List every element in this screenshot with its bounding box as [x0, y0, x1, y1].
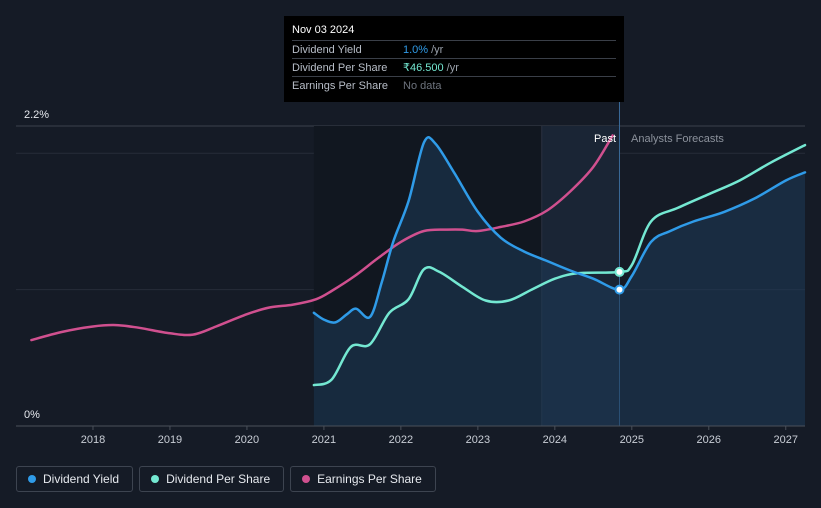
x-tick-label: 2024 — [543, 434, 567, 446]
legend-label: Earnings Per Share — [317, 472, 422, 486]
legend: Dividend Yield Dividend Per Share Earnin… — [16, 466, 436, 492]
series-line-dividend-per-share — [312, 143, 807, 387]
tooltip-row-earnings-per-share: Earnings Per Share No data — [292, 76, 616, 94]
marker-dividend-per-share — [614, 266, 625, 277]
legend-dot-icon — [151, 475, 160, 483]
legend-item-earnings-per-share[interactable]: Earnings Per Share — [290, 466, 436, 492]
x-tick-label: 2027 — [774, 434, 798, 446]
legend-item-dividend-per-share[interactable]: Dividend Per Share — [139, 466, 285, 492]
x-tick-label: 2019 — [158, 434, 182, 446]
dividend-yield-area — [313, 137, 805, 426]
legend-dot-icon — [28, 475, 36, 483]
x-tick-label: 2025 — [620, 434, 644, 446]
past-label: Past — [594, 133, 616, 145]
tooltip: Nov 03 2024 Dividend Yield 1.0% /yr Divi… — [284, 16, 624, 102]
x-tick-label: 2020 — [235, 434, 259, 446]
legend-dot-icon — [302, 475, 311, 483]
tooltip-value: 1.0% — [403, 43, 429, 56]
tooltip-label: Earnings Per Share — [292, 79, 388, 92]
tooltip-unit: /yr — [446, 61, 459, 74]
x-tick-label: 2018 — [81, 434, 105, 446]
tooltip-unit: /yr — [431, 43, 444, 56]
x-tick-label: 2023 — [466, 434, 490, 446]
tooltip-label: Dividend Per Share — [292, 61, 388, 74]
series-areas — [313, 137, 805, 426]
tooltip-value: ₹46.500 — [403, 62, 444, 74]
y-tick-label-max: 2.2% — [24, 109, 49, 121]
y-axis-labels: 2.2% 0% — [24, 109, 49, 421]
x-tick-label: 2022 — [389, 434, 413, 446]
legend-label: Dividend Per Share — [166, 472, 271, 486]
tooltip-date: Nov 03 2024 — [292, 24, 355, 36]
series-lines — [30, 134, 807, 387]
y-tick-label-min: 0% — [24, 409, 40, 421]
tooltip-value: No data — [403, 79, 442, 92]
marker-dividend-yield — [614, 284, 625, 295]
series-line-dividend-yield — [312, 135, 807, 324]
region-labels: Past Analysts Forecasts — [594, 133, 724, 145]
legend-item-dividend-yield[interactable]: Dividend Yield — [16, 466, 134, 492]
tooltip-row-dividend-per-share: Dividend Per Share ₹46.500 /yr — [292, 58, 616, 76]
x-tick-label: 2026 — [697, 434, 721, 446]
x-axis: 2018 2019 2020 2021 2022 2023 2024 2025 2026 2027 — [16, 425, 805, 446]
series-line-earnings-per-share — [30, 134, 614, 342]
tooltip-row-dividend-yield: Dividend Yield 1.0% /yr — [292, 40, 616, 58]
legend-label: Dividend Yield — [43, 472, 120, 486]
series-markers — [614, 266, 625, 295]
x-tick-label: 2021 — [312, 434, 336, 446]
tooltip-label: Dividend Yield — [292, 43, 362, 56]
forecast-label: Analysts Forecasts — [631, 133, 724, 145]
